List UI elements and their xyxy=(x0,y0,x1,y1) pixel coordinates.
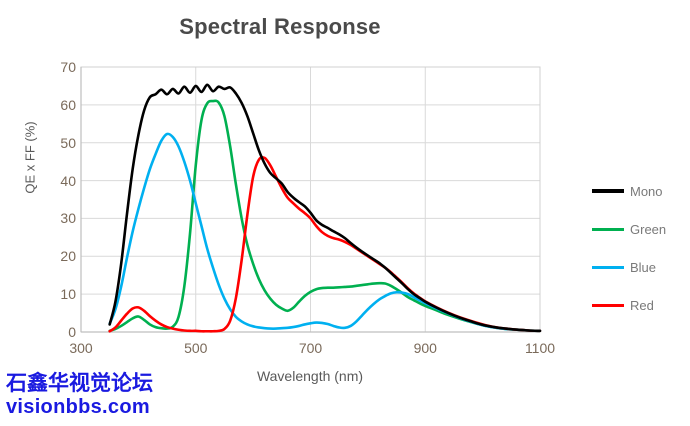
watermark-line-cn: 石鑫华视觉论坛 xyxy=(6,372,153,395)
legend-item-mono[interactable]: Mono xyxy=(592,172,690,210)
y-tick-20: 20 xyxy=(60,248,76,265)
y-tick-40: 40 xyxy=(60,172,76,189)
x-tick-300: 300 xyxy=(69,340,93,356)
legend-item-blue[interactable]: Blue xyxy=(592,248,690,286)
series-line-green xyxy=(108,99,542,333)
x-tick-700: 700 xyxy=(298,340,323,356)
watermark-line-en: visionbbs.com xyxy=(6,395,150,418)
x-tick-900: 900 xyxy=(413,340,437,356)
legend-label-red: Red xyxy=(630,297,654,313)
y-tick-50: 50 xyxy=(60,134,76,151)
legend-swatch-red xyxy=(592,303,624,307)
legend-label-blue: Blue xyxy=(630,259,657,275)
y-tick-10: 10 xyxy=(60,286,76,303)
legend-label-green: Green xyxy=(630,221,667,237)
legend-swatch-green xyxy=(592,227,624,231)
x-tick-1100: 1100 xyxy=(524,340,556,356)
chart-title: Spectral Response xyxy=(179,14,381,39)
chart-legend: Mono Green Blue Red xyxy=(592,172,690,324)
legend-item-red[interactable]: Red xyxy=(592,286,690,324)
x-tick-500: 500 xyxy=(184,340,208,356)
series-line-mono xyxy=(108,83,542,333)
legend-swatch-mono xyxy=(592,189,624,193)
legend-item-green[interactable]: Green xyxy=(592,210,690,248)
y-tick-60: 60 xyxy=(60,96,76,113)
legend-swatch-blue xyxy=(592,265,624,269)
y-tick-0: 0 xyxy=(68,324,76,340)
series-line-blue xyxy=(108,132,542,333)
y-axis-tick-labels: 0 10 20 30 40 50 60 70 xyxy=(24,0,76,426)
legend-label-mono: Mono xyxy=(630,183,663,199)
x-axis-label: Wavelength (nm) xyxy=(256,368,364,384)
y-tick-70: 70 xyxy=(60,59,76,75)
watermark: 石鑫华视觉论坛 visionbbs.com xyxy=(6,372,153,418)
y-tick-30: 30 xyxy=(60,210,76,227)
